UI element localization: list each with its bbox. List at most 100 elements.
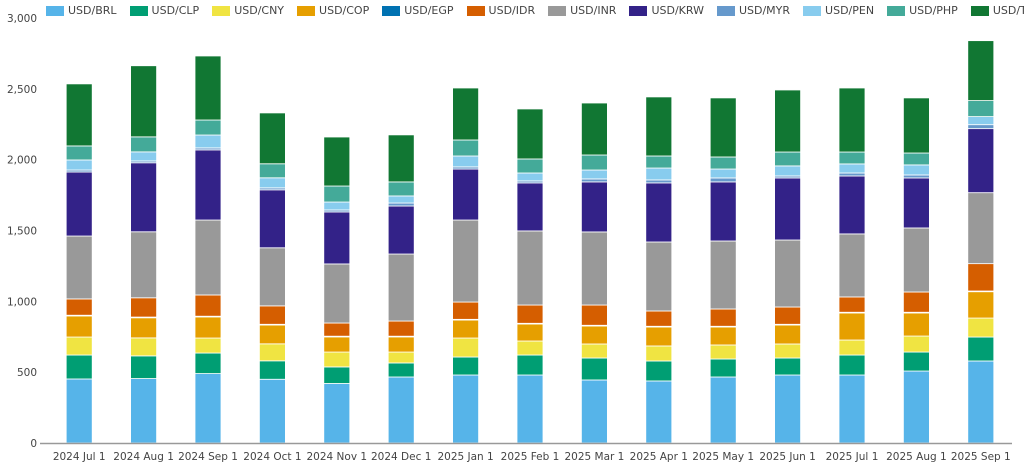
bar-segment-usd-twd[interactable] <box>65 83 93 147</box>
bar-segment-usd-clp[interactable] <box>387 362 415 378</box>
bar-segment-usd-twd[interactable] <box>516 108 544 160</box>
bar-segment-usd-php[interactable] <box>709 156 737 170</box>
bar-segment-usd-cny[interactable] <box>258 343 286 362</box>
bar-segment-usd-php[interactable] <box>838 151 866 165</box>
bar-segment-usd-inr[interactable] <box>774 239 801 308</box>
bar-segment-usd-php[interactable] <box>387 181 415 197</box>
bar-segment-usd-twd[interactable] <box>258 112 286 165</box>
bar-segment-usd-pen[interactable] <box>387 195 415 204</box>
bar-segment-usd-cny[interactable] <box>774 343 801 359</box>
bar-segment-usd-cop[interactable] <box>581 325 608 345</box>
bar-segment-usd-inr[interactable] <box>903 227 930 293</box>
bar-segment-usd-cny[interactable] <box>709 344 737 360</box>
bar-segment-usd-cop[interactable] <box>194 316 222 339</box>
bar-segment-usd-pen[interactable] <box>130 151 158 162</box>
bar-segment-usd-brl[interactable] <box>709 376 737 444</box>
bar-segment-usd-cop[interactable] <box>452 319 480 339</box>
bar-segment-usd-idr[interactable] <box>258 305 286 325</box>
bar-segment-usd-clp[interactable] <box>645 360 673 382</box>
bar-segment-usd-cny[interactable] <box>967 317 995 338</box>
bar-segment-usd-inr[interactable] <box>323 263 351 324</box>
bar-segment-usd-brl[interactable] <box>258 378 286 444</box>
bar-segment-usd-krw[interactable] <box>387 205 415 255</box>
bar-segment-usd-idr[interactable] <box>774 306 801 325</box>
bar-segment-usd-idr[interactable] <box>452 301 480 320</box>
bar-segment-usd-krw[interactable] <box>65 171 93 237</box>
bar-segment-usd-clp[interactable] <box>258 360 286 380</box>
bar-segment-usd-myr[interactable] <box>581 178 608 183</box>
bar-segment-usd-cny[interactable] <box>645 345 673 362</box>
bar-segment-usd-brl[interactable] <box>967 360 995 444</box>
bar-segment-usd-cny[interactable] <box>65 336 93 356</box>
bar-segment-usd-clp[interactable] <box>323 366 351 384</box>
bar-segment-usd-cop[interactable] <box>130 317 158 339</box>
legend-item[interactable]: USD/INR <box>548 4 616 17</box>
bar-segment-usd-twd[interactable] <box>709 97 737 158</box>
bar-segment-usd-cny[interactable] <box>387 351 415 364</box>
bar-segment-usd-pen[interactable] <box>967 116 995 126</box>
bar-segment-usd-cny[interactable] <box>194 337 222 354</box>
bar-segment-usd-inr[interactable] <box>452 219 480 303</box>
legend-item[interactable]: USD/IDR <box>466 4 535 17</box>
bar-segment-usd-krw[interactable] <box>581 181 608 233</box>
bar-segment-usd-clp[interactable] <box>903 351 930 372</box>
bar-segment-usd-twd[interactable] <box>130 65 158 138</box>
bar-segment-usd-cop[interactable] <box>387 336 415 353</box>
bar-segment-usd-krw[interactable] <box>709 181 737 242</box>
bar-segment-usd-php[interactable] <box>581 154 608 171</box>
bar-segment-usd-krw[interactable] <box>774 177 801 241</box>
legend-item[interactable]: USD/CNY <box>212 4 284 17</box>
bar-segment-usd-pen[interactable] <box>258 177 286 189</box>
bar-segment-usd-krw[interactable] <box>258 189 286 249</box>
bar-segment-usd-inr[interactable] <box>967 192 995 265</box>
bar-segment-usd-inr[interactable] <box>516 230 544 306</box>
bar-segment-usd-twd[interactable] <box>581 102 608 156</box>
bar-segment-usd-idr[interactable] <box>516 304 544 324</box>
bar-segment-usd-krw[interactable] <box>838 175 866 235</box>
bar-segment-usd-twd[interactable] <box>194 55 222 121</box>
bar-segment-usd-inr[interactable] <box>65 235 93 300</box>
bar-segment-usd-php[interactable] <box>774 151 801 167</box>
bar-segment-usd-myr[interactable] <box>838 172 866 177</box>
bar-segment-usd-inr[interactable] <box>130 231 158 299</box>
bar-segment-usd-idr[interactable] <box>130 297 158 318</box>
bar-segment-usd-php[interactable] <box>258 163 286 179</box>
bar-segment-usd-inr[interactable] <box>581 231 608 306</box>
bar-segment-usd-clp[interactable] <box>452 356 480 376</box>
bar-segment-usd-twd[interactable] <box>645 96 673 157</box>
bar-segment-usd-twd[interactable] <box>967 40 995 101</box>
legend-item[interactable]: USD/CLP <box>129 4 199 17</box>
bar-segment-usd-pen[interactable] <box>516 172 544 182</box>
bar-segment-usd-cop[interactable] <box>838 312 866 341</box>
bar-segment-usd-idr[interactable] <box>709 308 737 327</box>
bar-segment-usd-pen[interactable] <box>194 134 222 149</box>
bar-segment-usd-cny[interactable] <box>130 337 158 357</box>
bar-segment-usd-myr[interactable] <box>709 177 737 183</box>
legend-item[interactable]: USD/KRW <box>629 4 704 17</box>
bar-segment-usd-cny[interactable] <box>323 351 351 368</box>
legend-item[interactable]: USD/PHP <box>887 4 958 17</box>
bar-segment-usd-pen[interactable] <box>323 201 351 211</box>
bar-segment-usd-cop[interactable] <box>516 323 544 342</box>
legend-item[interactable]: USD/PEN <box>803 4 874 17</box>
bar-segment-usd-cop[interactable] <box>645 326 673 347</box>
bar-segment-usd-cny[interactable] <box>516 340 544 356</box>
bar-segment-usd-brl[interactable] <box>65 378 93 444</box>
bar-segment-usd-idr[interactable] <box>645 310 673 327</box>
bar-segment-usd-twd[interactable] <box>452 87 480 141</box>
bar-segment-usd-cop[interactable] <box>967 291 995 319</box>
bar-segment-usd-brl[interactable] <box>323 383 351 444</box>
bar-segment-usd-pen[interactable] <box>581 169 608 180</box>
bar-segment-usd-twd[interactable] <box>387 134 415 183</box>
bar-segment-usd-pen[interactable] <box>838 163 866 174</box>
bar-segment-usd-pen[interactable] <box>645 167 673 181</box>
bar-segment-usd-brl[interactable] <box>452 374 480 444</box>
bar-segment-usd-cny[interactable] <box>838 339 866 356</box>
bar-segment-usd-inr[interactable] <box>387 253 415 322</box>
bar-segment-usd-clp[interactable] <box>130 355 158 379</box>
bar-segment-usd-idr[interactable] <box>194 294 222 317</box>
bar-segment-usd-inr[interactable] <box>194 219 222 296</box>
bar-segment-usd-pen[interactable] <box>774 165 801 177</box>
bar-segment-usd-brl[interactable] <box>645 380 673 444</box>
bar-segment-usd-idr[interactable] <box>581 304 608 326</box>
